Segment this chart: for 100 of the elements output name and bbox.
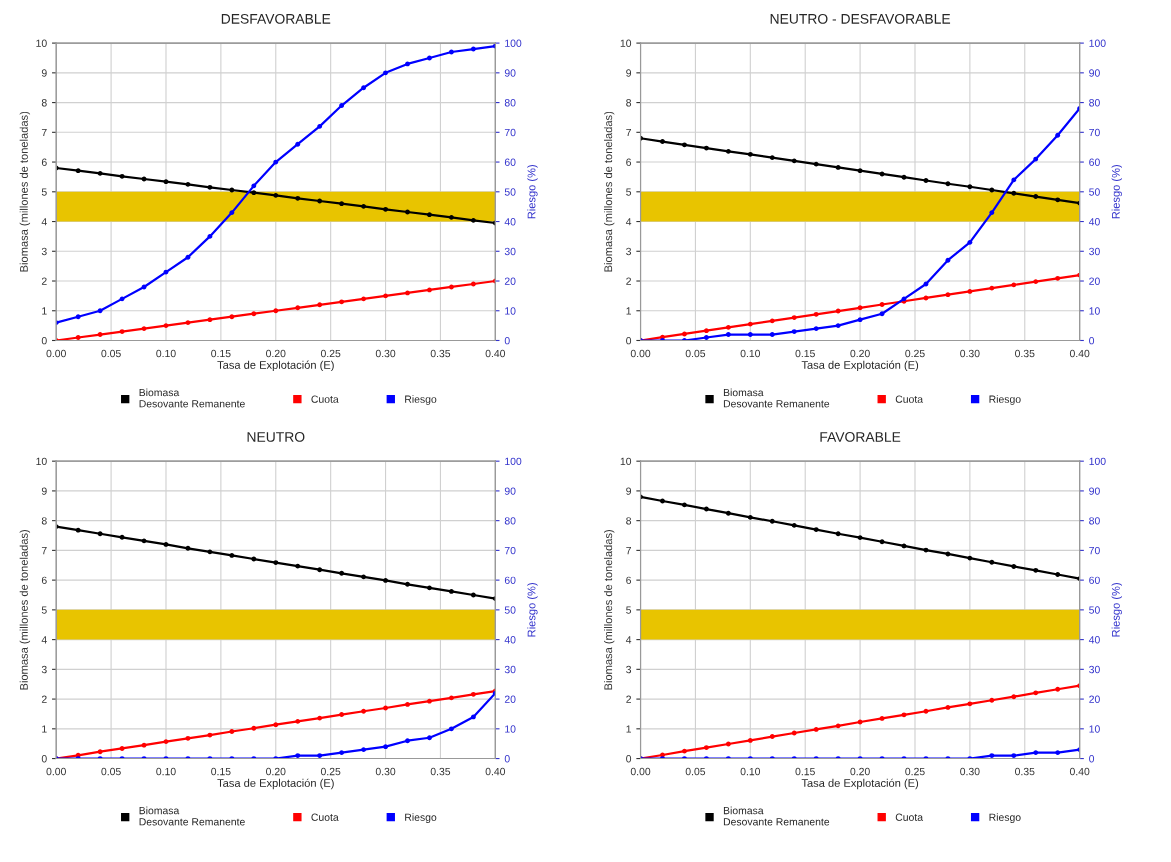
y2-tick-label: 0 <box>1089 336 1095 345</box>
y2-tick-label: 40 <box>1088 218 1100 226</box>
x-tick-label: 0.20 <box>850 767 870 776</box>
y-tick-label: 10 <box>36 39 47 47</box>
x-tick-label: 0.15 <box>795 349 815 358</box>
y-tick-label: 2 <box>626 277 631 285</box>
y-axis-title: Biomasa (millones de toneladas) <box>19 111 31 272</box>
y-tick-label: 2 <box>41 277 47 285</box>
y2-tick-label: 20 <box>504 277 516 285</box>
chart-title: FAVORABLE <box>820 432 901 442</box>
x-tick-label: 0.40 <box>1069 349 1090 358</box>
y2-tick-label: 80 <box>504 517 516 525</box>
y2-tick-label: 30 <box>504 247 516 256</box>
y2-tick-label: 40 <box>504 636 516 644</box>
y-tick-label: 9 <box>41 487 47 495</box>
legend-label: Riesgo <box>405 395 437 405</box>
y2-tick-label: 20 <box>504 695 516 703</box>
y2-tick-label: 0 <box>1089 755 1095 763</box>
y2-axis-title: Riesgo (%) <box>527 165 538 219</box>
x-tick-label: 0.35 <box>430 767 451 776</box>
x-tick-label: 0.30 <box>960 767 980 776</box>
y-tick-label: 1 <box>42 307 47 315</box>
y2-tick-label: 70 <box>504 128 516 137</box>
x-tick-label: 0.20 <box>266 767 286 776</box>
y-tick-label: 4 <box>625 636 632 644</box>
x-tick-label: 0.05 <box>101 349 121 358</box>
y-tick-label: 10 <box>36 457 47 466</box>
y-tick-label: 5 <box>41 188 47 196</box>
x-tick-label: 0.35 <box>430 349 451 358</box>
legend-label: Biomasa Desovante Remanente <box>139 806 245 826</box>
x-tick-label: 0.35 <box>1015 349 1035 358</box>
y-tick-label: 9 <box>626 69 632 77</box>
y-tick-label: 0 <box>626 755 632 763</box>
legend-label: Biomasa Desovante Remanente <box>139 388 245 408</box>
y2-tick-label: 60 <box>1089 158 1100 166</box>
y2-tick-label: 40 <box>1088 636 1100 644</box>
y-tick-label: 6 <box>626 576 632 584</box>
y-axis-title: Biomasa (millones de toneladas) <box>604 529 615 690</box>
y-tick-label: 7 <box>626 128 631 137</box>
x-axis-title: Tasa de Explotación (E) <box>801 778 919 790</box>
x-tick-label: 0.15 <box>211 349 231 358</box>
y-tick-label: 8 <box>41 517 47 525</box>
x-tick-label: 0.05 <box>685 767 706 776</box>
x-tick-label: 0.20 <box>850 349 870 358</box>
x-tick-label: 0.00 <box>46 767 66 776</box>
y-tick-label: 9 <box>41 69 47 77</box>
y-tick-label: 4 <box>41 218 47 226</box>
y2-tick-label: 100 <box>1089 457 1106 466</box>
y2-tick-label: 60 <box>1089 576 1100 584</box>
y2-tick-label: 40 <box>504 218 516 226</box>
y2-tick-label: 90 <box>1089 487 1100 495</box>
y2-tick-label: 80 <box>1089 99 1100 107</box>
y2-tick-label: 10 <box>1089 307 1100 315</box>
y-tick-label: 0 <box>626 336 632 345</box>
y-tick-label: 2 <box>41 695 47 703</box>
y2-tick-label: 90 <box>504 487 516 495</box>
y-tick-label: 4 <box>41 636 47 644</box>
y-axis-title: Biomasa (millones de toneladas) <box>604 111 615 272</box>
x-tick-label: 0.15 <box>795 767 815 776</box>
y-tick-label: 7 <box>626 547 631 555</box>
chart-title: DESFAVORABLE <box>221 13 331 24</box>
y2-tick-label: 30 <box>1089 247 1100 256</box>
y-tick-label: 9 <box>626 487 632 495</box>
legend-label: Cuota <box>895 395 924 403</box>
y-tick-label: 7 <box>41 547 47 555</box>
x-tick-label: 0.00 <box>630 349 651 358</box>
y-tick-label: 1 <box>42 725 47 733</box>
y2-tick-label: 0 <box>504 336 510 345</box>
y2-axis-title: Riesgo (%) <box>1111 583 1122 637</box>
x-tick-label: 0.00 <box>46 349 66 358</box>
y-tick-label: 1 <box>626 725 631 733</box>
y2-tick-label: 0 <box>504 755 510 763</box>
y2-tick-label: 10 <box>505 725 516 733</box>
x-tick-label: 0.30 <box>375 767 396 776</box>
x-tick-label: 0.10 <box>156 349 176 358</box>
x-tick-label: 0.10 <box>740 767 761 776</box>
x-axis-title: Tasa de Explotación (E) <box>217 778 334 790</box>
x-tick-label: 0.05 <box>685 349 706 358</box>
x-tick-label: 0.00 <box>630 767 651 776</box>
x-tick-label: 0.35 <box>1015 767 1035 776</box>
y2-tick-label: 50 <box>1089 606 1100 614</box>
y-tick-label: 5 <box>626 606 632 614</box>
y-tick-label: 5 <box>41 606 47 614</box>
y-tick-label: 2 <box>626 695 631 703</box>
x-tick-label: 0.15 <box>211 767 231 776</box>
y2-tick-label: 90 <box>1089 69 1100 77</box>
y-axis-title: Biomasa (millones de toneladas) <box>19 529 31 690</box>
y-tick-label: 3 <box>626 247 632 256</box>
y2-tick-label: 60 <box>504 576 516 584</box>
y2-tick-label: 30 <box>1089 665 1100 674</box>
legend-label: Cuota <box>311 813 339 821</box>
y-tick-label: 10 <box>620 39 632 47</box>
y2-axis-title: Riesgo (%) <box>1111 165 1122 219</box>
x-tick-label: 0.40 <box>485 349 506 358</box>
legend-label: Biomasa Desovante Remanente <box>723 806 830 826</box>
y2-tick-label: 30 <box>504 665 516 674</box>
y2-tick-label: 10 <box>505 307 516 315</box>
y-tick-label: 3 <box>41 247 47 256</box>
y-tick-label: 6 <box>626 158 632 166</box>
y-tick-label: 8 <box>626 99 632 107</box>
